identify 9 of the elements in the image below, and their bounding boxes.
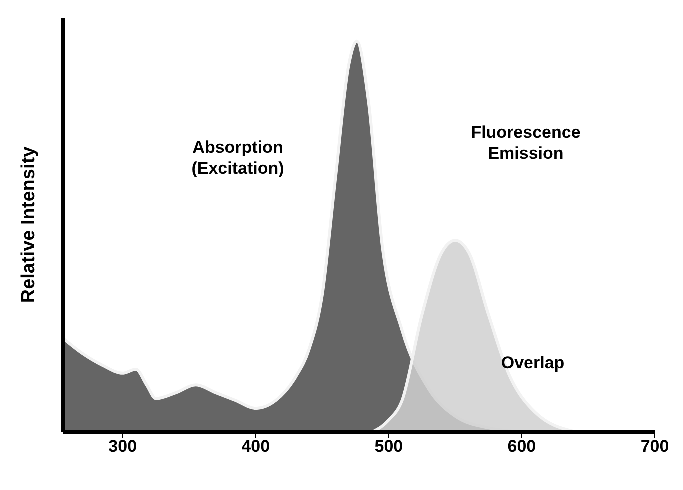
annotation: Absorption (Excitation) [192,137,284,179]
y-axis-title: Relative Intensity [18,146,40,304]
x-tick-label: 400 [242,437,270,456]
x-tick-label: 700 [640,437,670,456]
x-tick-label: 300 [108,437,138,456]
annotation: Fluorescence Emission [471,122,581,164]
x-tick-label: 500 [374,437,404,456]
annotation: Overlap [501,352,565,374]
x-tick-label: 600 [508,437,536,456]
